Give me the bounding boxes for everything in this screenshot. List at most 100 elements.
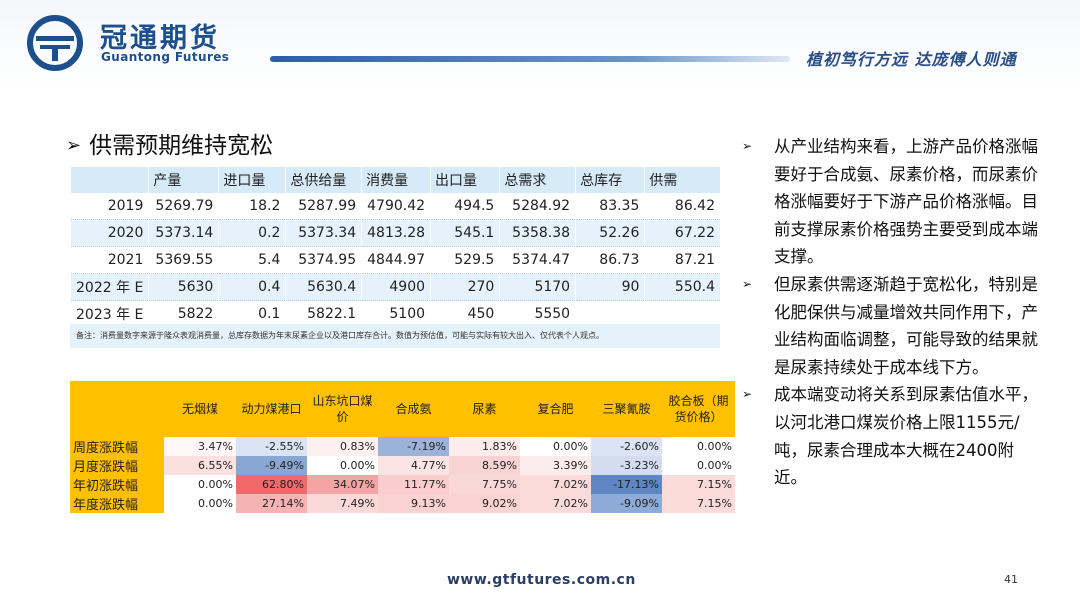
table-cell: 5550 <box>499 300 576 328</box>
table-cell: 5373.14 <box>148 219 219 247</box>
heat-cell: -2.60% <box>591 437 662 456</box>
table-cell: 4844.97 <box>361 246 431 274</box>
table-cell: 86.73 <box>575 246 645 274</box>
table-cell: 5630 <box>148 273 219 301</box>
column-header: 动力煤港口 <box>236 381 307 437</box>
heat-cell: 3.47% <box>164 437 236 456</box>
heat-cell: 0.00% <box>662 456 735 475</box>
table-row: 周度涨跌幅 3.47% -2.55% 0.83% -7.19% 1.83% 0.00% -2.… <box>70 437 735 456</box>
table-row: 2022 年 E 5630 0.4 5630.4 4900 270 5170 90 550.4 <box>69 273 720 301</box>
table-header-row: 产量 进口量 总供给量 消费量 出口量 总需求 总库存 供需 <box>69 167 720 193</box>
heat-cell: 7.75% <box>449 475 520 494</box>
heat-cell: 3.39% <box>520 456 591 475</box>
column-header: 产量 <box>148 167 219 193</box>
bullet-text: 从产业结构来看，上游产品价格涨幅要好于合成氨、尿素价格，而尿素价格涨幅要好于下游… <box>774 137 1038 267</box>
table-row: 2023 年 E 5822 0.1 5822.1 5100 450 5550 <box>69 300 720 328</box>
heat-cell: 0.00% <box>662 437 735 456</box>
bullet-arrow-icon: ➢ <box>742 387 753 402</box>
table-cell: 0.2 <box>218 219 286 247</box>
slogan: 植初笃行方远 达庞傅人则通 <box>806 50 1017 69</box>
heat-cell: 0.00% <box>164 475 236 494</box>
heat-cell: -9.49% <box>236 456 307 475</box>
heat-cell: 11.77% <box>378 475 449 494</box>
heat-cell: 7.02% <box>520 494 591 513</box>
row-label: 周度涨跌幅 <box>70 437 164 456</box>
heat-cell: 7.49% <box>307 494 378 513</box>
bullet-text: 成本端变动将关系到尿素估值水平，以河北港口煤炭价格上限1155元/吨，尿素合理成… <box>774 385 1038 488</box>
heat-cell: 9.02% <box>449 494 520 513</box>
brand-name-cn: 冠通期货 <box>100 23 220 54</box>
analysis-bullet: ➢ 成本端变动将关系到尿素估值水平，以河北港口煤炭价格上限1155元/吨，尿素合理… <box>742 381 1042 491</box>
analysis-text: ➢ 从产业结构来看，上游产品价格涨幅要好于合成氨、尿素价格，而尿素价格涨幅要好于下… <box>742 133 1042 492</box>
table-row: 2020 5373.14 0.2 5373.34 4813.28 545.1 5358.38… <box>69 219 720 247</box>
heat-cell: 6.55% <box>164 456 236 475</box>
table-cell: 5822.1 <box>285 300 362 328</box>
table-cell: 5373.34 <box>285 219 362 247</box>
section-title: ➢ 供需预期维持宽松 <box>66 126 273 160</box>
table-cell: 90 <box>575 273 645 301</box>
table-cell: 494.5 <box>430 193 500 220</box>
column-header: 胶合板（期货价格） <box>662 381 735 437</box>
heat-cell: 1.83% <box>449 437 520 456</box>
row-year: 2021 <box>69 246 149 274</box>
heat-cell: 27.14% <box>236 494 307 513</box>
bullet-arrow-icon: ➢ <box>742 276 753 291</box>
table-cell: 18.2 <box>218 193 286 220</box>
column-header <box>70 381 164 437</box>
table-cell: 86.42 <box>644 193 720 220</box>
heat-cell: -3.23% <box>591 456 662 475</box>
table-cell: 5358.38 <box>499 219 576 247</box>
guantong-logo-icon <box>27 15 83 71</box>
table-row: 2019 5269.79 18.2 5287.99 4790.42 494.5 5284.9… <box>69 193 720 220</box>
table-cell: 5630.4 <box>285 273 362 301</box>
column-header: 进口量 <box>218 167 286 193</box>
heat-cell: -9.09% <box>591 494 662 513</box>
column-header: 三聚氰胺 <box>591 381 662 437</box>
table-cell: 450 <box>430 300 500 328</box>
table-cell: 550.4 <box>644 273 720 301</box>
column-header: 总库存 <box>575 167 645 193</box>
page-number: 41 <box>1004 573 1018 586</box>
heat-cell: 7.02% <box>520 475 591 494</box>
analysis-bullet: ➢ 但尿素供需逐渐趋于宽松化，特别是化肥保供与减量增效共同作用下，产业结构面临调整… <box>742 271 1042 381</box>
heat-cell: 9.13% <box>378 494 449 513</box>
table-cell: 5822 <box>148 300 219 328</box>
section-title-text: 供需预期维持宽松 <box>89 133 274 159</box>
price-change-table: 无烟煤 动力煤港口 山东坑口煤价 合成氨 尿素 复合肥 三聚氰胺 胶合板（期货价格） 周度涨跌… <box>70 381 735 513</box>
column-header <box>69 167 149 193</box>
table-row: 年初涨跌幅 0.00% 62.80% 34.07% 11.77% 7.75% 7.02% -1… <box>70 475 735 494</box>
brand-name-en: Guantong Futures <box>101 50 230 64</box>
heat-cell: 4.77% <box>378 456 449 475</box>
bullet-arrow-icon: ➢ <box>742 139 753 153</box>
row-label: 月度涨跌幅 <box>70 456 164 475</box>
header-band <box>0 0 1080 90</box>
heat-cell: 62.80% <box>236 475 307 494</box>
table-cell: 5.4 <box>218 246 286 274</box>
table-cell: 270 <box>430 273 500 301</box>
column-header: 尿素 <box>449 381 520 437</box>
column-header: 总需求 <box>499 167 576 193</box>
heat-cell: 0.00% <box>307 456 378 475</box>
table-cell: 4790.42 <box>361 193 431 220</box>
table-cell: 5374.47 <box>499 246 576 274</box>
table-cell: 5369.55 <box>148 246 219 274</box>
table-row: 年度涨跌幅 0.00% 27.14% 7.49% 9.13% 9.02% 7.02% -9.0… <box>70 494 735 513</box>
table-header-row: 无烟煤 动力煤港口 山东坑口煤价 合成氨 尿素 复合肥 三聚氰胺 胶合板（期货价格） <box>70 381 735 437</box>
table-cell: 87.21 <box>644 246 720 274</box>
table-cell: 5100 <box>361 300 431 328</box>
heat-cell: -17.13% <box>591 475 662 494</box>
column-header: 消费量 <box>361 167 431 193</box>
row-year: 2022 年 E <box>69 273 149 301</box>
table-cell: 5284.92 <box>499 193 576 220</box>
table-cell: 0.4 <box>218 273 286 301</box>
table-cell: 545.1 <box>430 219 500 247</box>
row-label: 年初涨跌幅 <box>70 475 164 494</box>
table-cell <box>644 300 720 328</box>
table-cell: 0.1 <box>218 300 286 328</box>
table-row: 月度涨跌幅 6.55% -9.49% 0.00% 4.77% 8.59% 3.39% -3.2… <box>70 456 735 475</box>
table-cell: 52.26 <box>575 219 645 247</box>
row-year: 2019 <box>69 193 149 220</box>
table-cell: 5374.95 <box>285 246 362 274</box>
column-header: 合成氨 <box>378 381 449 437</box>
heat-cell: 8.59% <box>449 456 520 475</box>
